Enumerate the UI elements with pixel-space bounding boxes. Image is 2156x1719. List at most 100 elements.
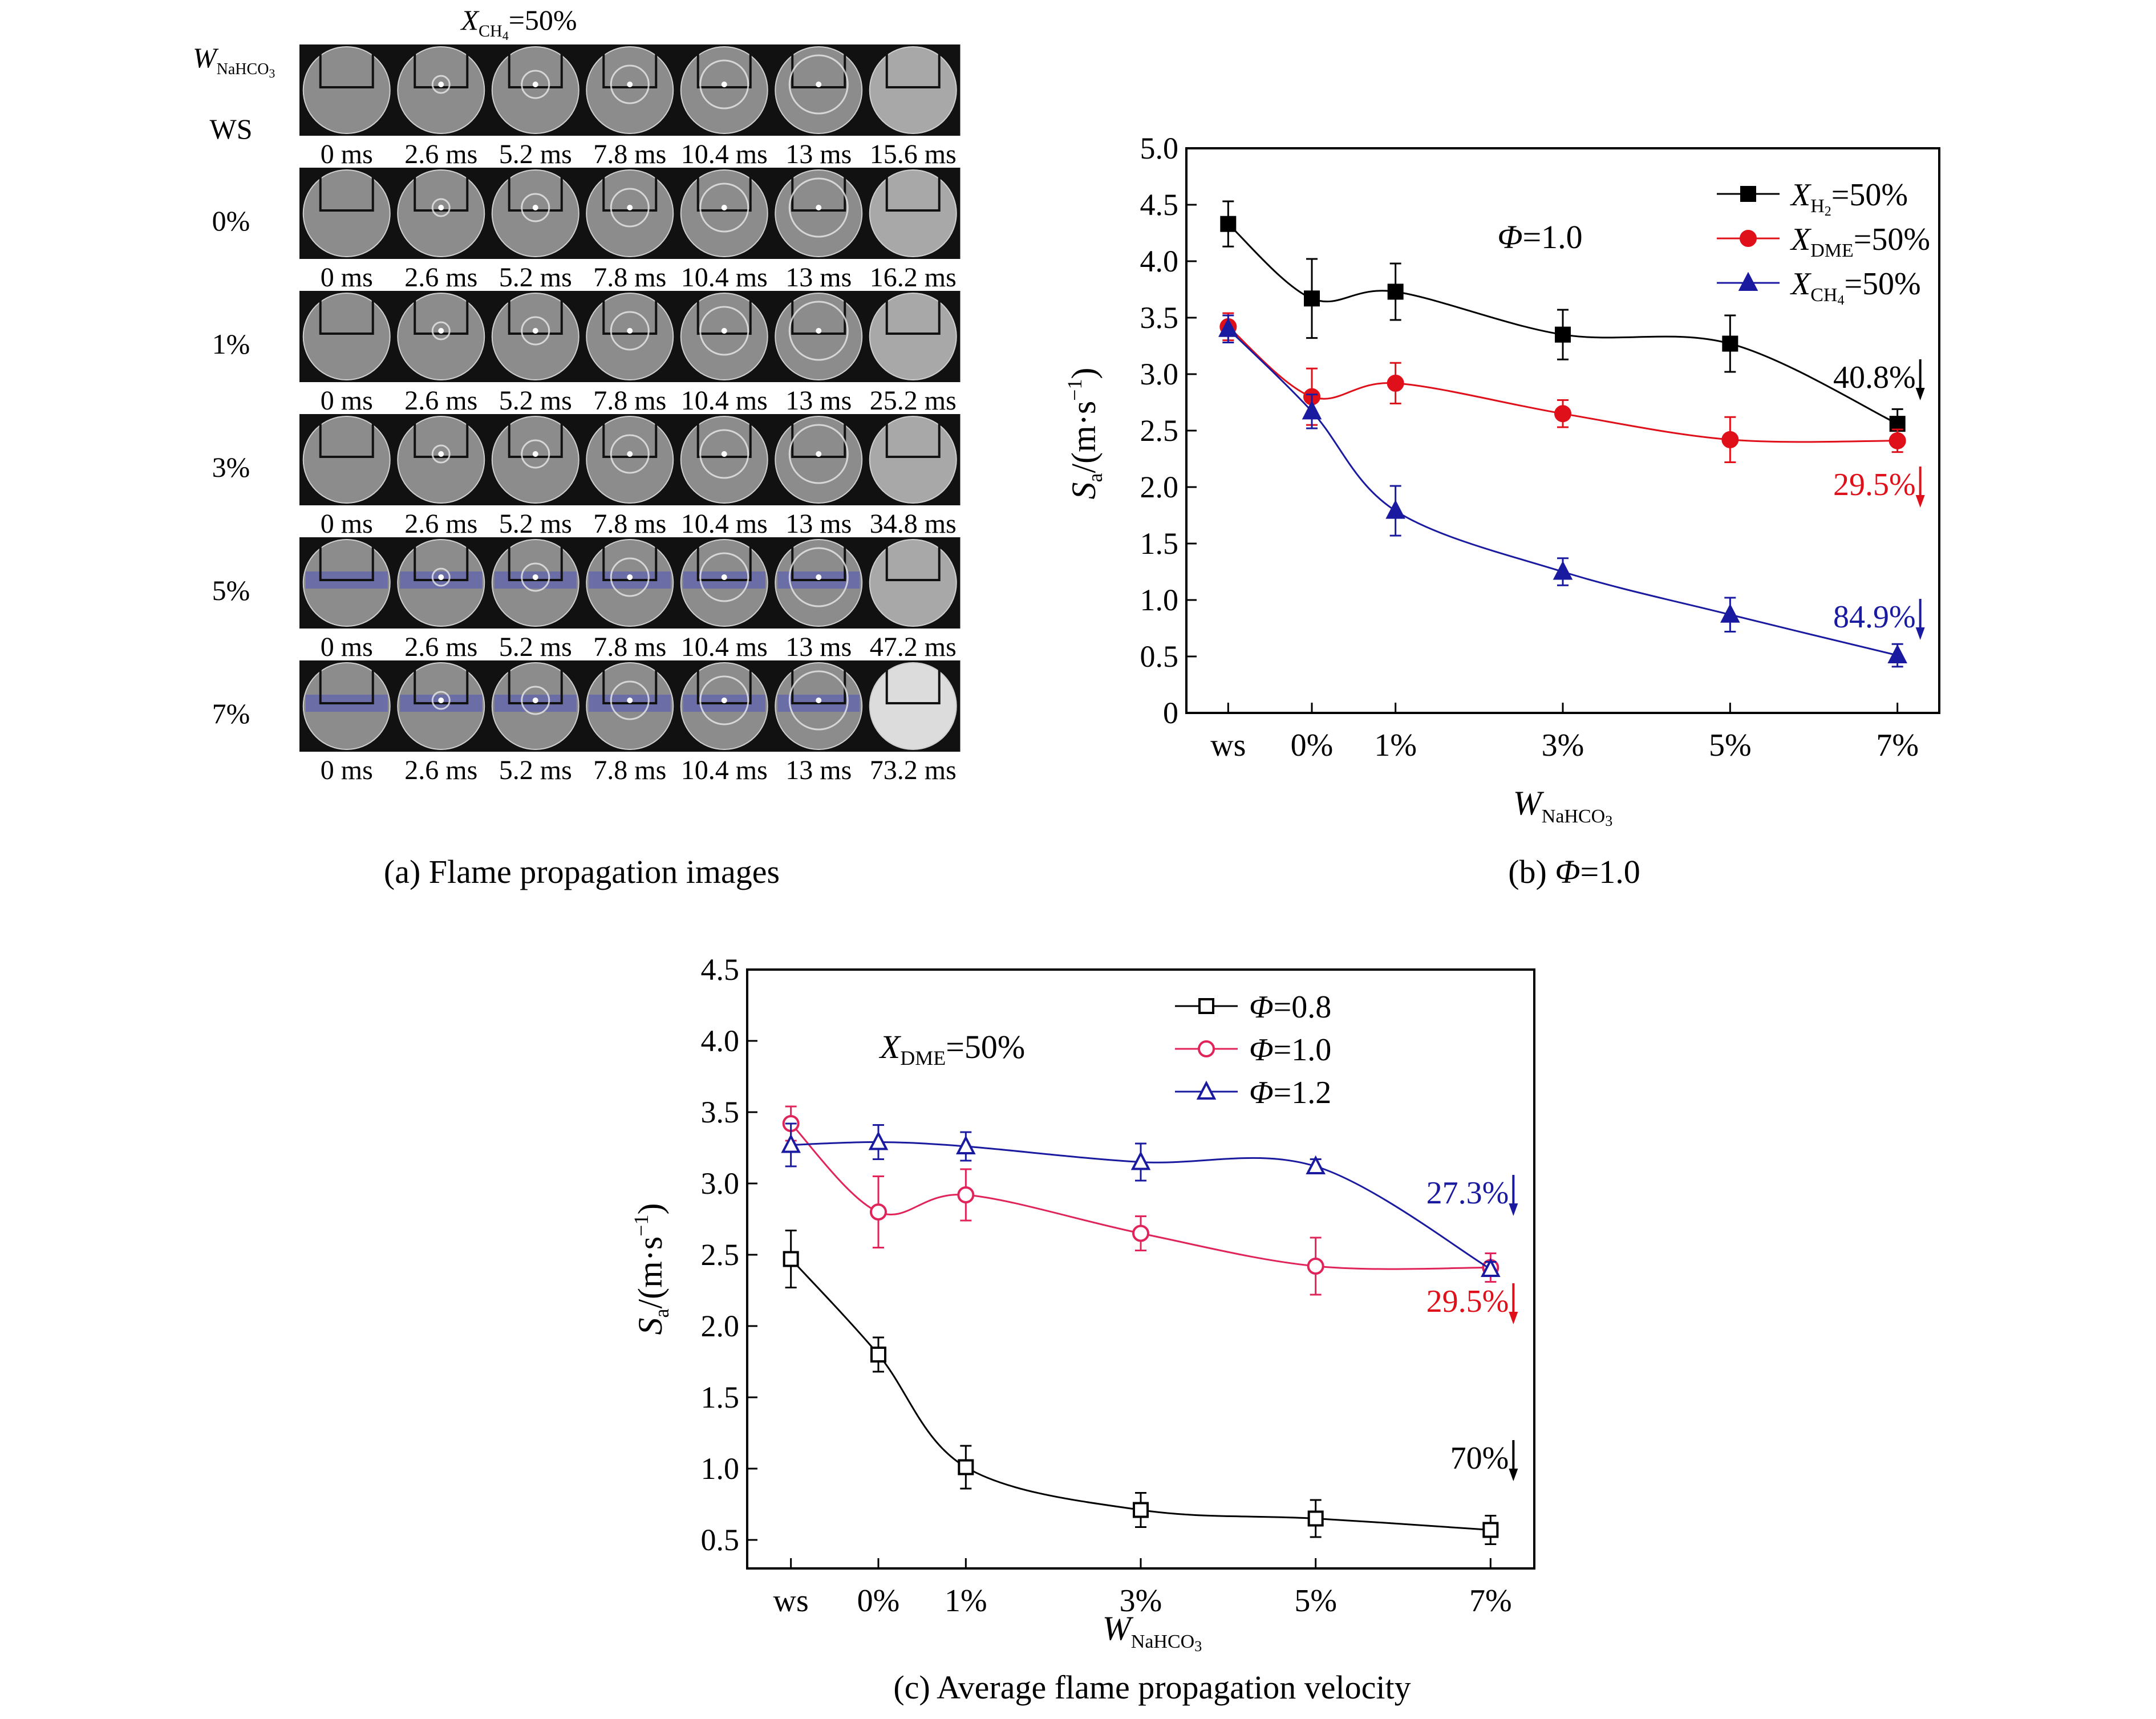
- frame-time-label: 2.6 ms: [404, 632, 477, 662]
- y-tick-label: 3.5: [1140, 301, 1179, 335]
- reduction-label: 40.8%: [1833, 360, 1916, 395]
- ignition-spark: [816, 328, 822, 334]
- flame-front: [431, 75, 451, 94]
- reduction-arrow-head: [1509, 1469, 1518, 1481]
- legend-label: Φ=0.8: [1249, 990, 1331, 1025]
- flame-row-label: 3%: [212, 451, 250, 483]
- data-point-marker: [1302, 400, 1322, 420]
- data-series: 70%: [783, 1230, 1518, 1545]
- x-tick-label: 3%: [1120, 1583, 1162, 1619]
- ignition-spark: [816, 698, 822, 703]
- ignition-spark: [816, 205, 822, 210]
- frame-time-label: 5.2 ms: [499, 509, 572, 539]
- y-tick-label: 5.0: [1140, 131, 1179, 165]
- data-point-marker: [1307, 1258, 1324, 1275]
- data-point-marker: [1130, 1151, 1151, 1170]
- flame-row-label: 1%: [212, 328, 250, 360]
- flame-chamber-circle: [491, 293, 579, 380]
- ignition-spark: [438, 82, 444, 87]
- chart-b-annotation: Φ=1.0: [1497, 218, 1582, 256]
- flame-front: [788, 547, 849, 607]
- y-tick-label: 4.5: [1140, 188, 1179, 222]
- legend-label: XH2=50%: [1790, 177, 1908, 219]
- y-tick-label: 4.5: [701, 952, 740, 987]
- flame-front: [699, 552, 749, 602]
- y-tick-label: 0: [1163, 696, 1178, 730]
- flame-chamber-circle: [680, 169, 768, 257]
- flame-chamber-circle: [869, 169, 957, 257]
- y-tick-label: 3.5: [701, 1095, 740, 1129]
- flame-row: WS 0 ms 2.6 ms 5.2 ms 7.8 ms 10.4 ms 13 ms 15.6…: [210, 44, 961, 169]
- flame-row-label: 0%: [212, 205, 250, 237]
- ignition-spark: [721, 205, 727, 210]
- data-series: 84.9%: [1218, 314, 1925, 668]
- flame-chamber-circle: [491, 416, 579, 504]
- chart-c-legend: Φ=0.8 Φ=1.0 Φ=1.2: [1175, 990, 1331, 1110]
- flame-row-label: 5%: [212, 574, 250, 606]
- flame-chamber-circle: [302, 46, 391, 134]
- frame-time-label: 73.2 ms: [870, 755, 957, 785]
- frame-time-label: 0 ms: [321, 509, 373, 539]
- frame-time-label: 13 ms: [785, 755, 852, 785]
- panel-a-row-axis-label: WNaHCO3: [193, 42, 275, 80]
- frame-time-label: 47.2 ms: [870, 632, 957, 662]
- data-point-marker: [1553, 561, 1573, 580]
- flame-front: [610, 311, 650, 351]
- ignition-spark: [438, 698, 444, 703]
- flame-chamber-circle: [302, 416, 391, 504]
- x-tick-label: 7%: [1876, 728, 1919, 763]
- flame-chamber-circle: [869, 539, 957, 627]
- flame-front: [699, 429, 749, 479]
- flame-row: 7% 0 ms 2.6 ms 5.2 ms 7.8 ms 10.4 ms 13 ms 73.2…: [212, 660, 961, 785]
- flame-row: 1% 0 ms 2.6 ms 5.2 ms 7.8 ms 10.4 ms 13 ms 25.2…: [212, 291, 961, 416]
- data-point-marker: [1481, 1258, 1501, 1277]
- y-tick-label: 1.0: [701, 1452, 740, 1486]
- frame-time-label: 10.4 ms: [681, 509, 768, 539]
- data-point-marker: [1889, 416, 1906, 432]
- frame-time-label: 2.6 ms: [404, 509, 477, 539]
- frame-time-label: 0 ms: [321, 755, 373, 785]
- data-point-marker: [1196, 1080, 1217, 1100]
- flame-front: [610, 557, 650, 597]
- ignition-spark: [532, 451, 538, 457]
- flame-front: [699, 183, 749, 233]
- frame-time-label: 0 ms: [321, 262, 373, 293]
- flame-chamber-circle: [869, 416, 957, 504]
- frame-time-label: 34.8 ms: [870, 509, 957, 539]
- frame-time-label: 0 ms: [321, 632, 373, 662]
- data-series: 27.3%: [781, 1122, 1518, 1277]
- flame-front: [699, 675, 749, 725]
- flame-front: [521, 193, 550, 222]
- electrode-frame: [319, 295, 374, 335]
- data-point-marker: [958, 1459, 974, 1475]
- ignition-spark: [532, 698, 538, 703]
- ignition-spark: [532, 328, 538, 334]
- flame-front: [521, 70, 550, 99]
- flame-front: [699, 306, 749, 356]
- data-point-marker: [1554, 405, 1571, 423]
- data-point-marker: [1387, 374, 1404, 392]
- chart-b-x-axis-label: WNaHCO3: [1513, 784, 1612, 829]
- frame-time-label: 13 ms: [785, 632, 852, 662]
- series-line: [1227, 328, 1898, 656]
- flame-chamber-circle: [586, 416, 674, 504]
- electrode-frame: [885, 419, 941, 458]
- frame-time-label: 13 ms: [785, 509, 852, 539]
- data-series: 29.5%: [1219, 312, 1925, 508]
- frame-time-label: 13 ms: [785, 386, 852, 416]
- flame-front: [788, 54, 849, 115]
- reduction-arrow-head: [1509, 1312, 1518, 1324]
- flame-chamber-circle: [586, 293, 674, 380]
- data-point-marker: [1198, 1040, 1215, 1057]
- data-point-marker: [1306, 1155, 1326, 1174]
- ignition-spark: [721, 698, 727, 703]
- x-tick-label: 0%: [1291, 728, 1334, 763]
- chart-b-legend: XH2=50%XDME=50% XCH4=50%: [1717, 177, 1930, 308]
- y-tick-label: 2.0: [1140, 470, 1179, 504]
- reduction-arrow-head: [1915, 388, 1925, 400]
- flame-row-label: 7%: [212, 698, 250, 729]
- reduction-arrow-head: [1915, 627, 1925, 640]
- frame-time-label: 7.8 ms: [593, 139, 666, 169]
- flame-front: [431, 444, 451, 464]
- frame-time-label: 2.6 ms: [404, 139, 477, 169]
